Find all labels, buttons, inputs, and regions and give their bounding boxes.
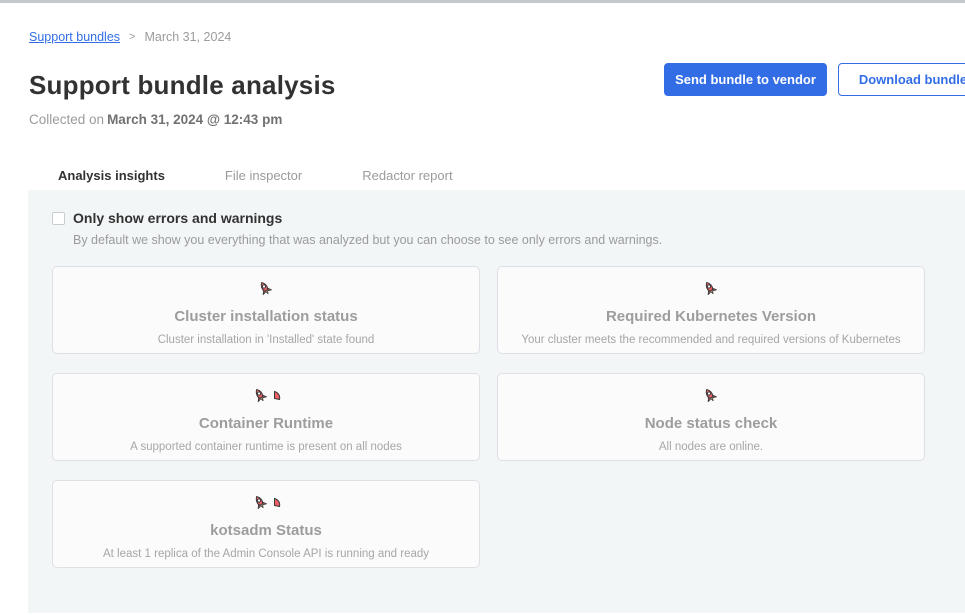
card-container-runtime: Container Runtime A supported container … xyxy=(52,373,480,461)
card-subtitle: Cluster installation in 'Installed' stat… xyxy=(157,334,375,346)
collected-value: March 31, 2024 @ 12:43 pm xyxy=(107,112,283,127)
card-subtitle: A supported container runtime is present… xyxy=(130,441,402,453)
breadcrumb-current: March 31, 2024 xyxy=(144,30,232,44)
rocket-icon xyxy=(700,386,722,410)
breadcrumb-support-bundles-link[interactable]: Support bundles xyxy=(29,30,121,44)
tab-redactor-report[interactable]: Redactor report xyxy=(362,168,453,183)
card-node-status-check: Node status check All nodes are online. xyxy=(497,373,925,461)
breadcrumb-separator: > xyxy=(129,31,136,43)
analyzer-cards: Cluster installation status Cluster inst… xyxy=(52,266,965,568)
filter-description: By default we show you everything that w… xyxy=(73,233,663,247)
tab-file-inspector[interactable]: File inspector xyxy=(224,168,303,183)
card-cluster-installation-status: Cluster installation status Cluster inst… xyxy=(52,266,480,354)
card-subtitle: Your cluster meets the recommended and r… xyxy=(521,334,901,346)
collected-timestamp: Collected on March 31, 2024 @ 12:43 pm xyxy=(29,112,283,127)
analysis-panel: Only show errors and warnings By default… xyxy=(28,190,965,613)
top-divider xyxy=(0,0,965,3)
only-errors-label[interactable]: Only show errors and warnings xyxy=(73,210,283,226)
filter-row: Only show errors and warnings xyxy=(52,210,965,226)
rocket-fragment-icon xyxy=(273,496,282,514)
card-required-kubernetes-version: Required Kubernetes Version Your cluster… xyxy=(497,266,925,354)
rocket-icon xyxy=(700,279,722,303)
card-title: Node status check xyxy=(644,415,778,432)
rocket-with-fragment-icon xyxy=(250,493,282,517)
rocket-icon xyxy=(255,279,277,303)
card-kotsadm-status: kotsadm Status At least 1 replica of the… xyxy=(52,480,480,568)
rocket-with-fragment-icon xyxy=(250,386,282,410)
rocket-fragment-icon xyxy=(273,389,282,407)
download-bundle-button[interactable]: Download bundle xyxy=(838,63,965,96)
card-subtitle: All nodes are online. xyxy=(658,441,764,453)
breadcrumb: Support bundles > March 31, 2024 xyxy=(29,30,231,44)
card-title: Required Kubernetes Version xyxy=(605,308,817,325)
card-title: kotsadm Status xyxy=(210,522,322,539)
card-title: Container Runtime xyxy=(198,415,334,432)
card-subtitle: At least 1 replica of the Admin Console … xyxy=(102,548,430,560)
only-errors-checkbox[interactable] xyxy=(52,211,65,225)
card-title: Cluster installation status xyxy=(174,308,358,325)
page-title: Support bundle analysis xyxy=(29,70,336,100)
send-bundle-button[interactable]: Send bundle to vendor xyxy=(664,63,827,96)
